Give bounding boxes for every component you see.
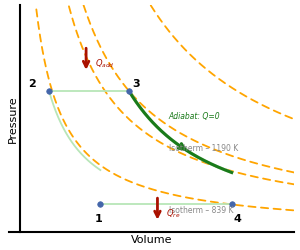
- Text: Isotherm – 839 K: Isotherm – 839 K: [169, 206, 233, 214]
- Text: Isotherm – 1190 K: Isotherm – 1190 K: [169, 143, 238, 152]
- Text: 2: 2: [28, 79, 36, 89]
- X-axis label: Volume: Volume: [131, 234, 172, 244]
- Text: Adiabat: Q=0: Adiabat: Q=0: [169, 112, 220, 121]
- Text: $Q_{re}$: $Q_{re}$: [166, 206, 180, 219]
- Text: $Q_{add}$: $Q_{add}$: [95, 57, 114, 70]
- Y-axis label: Pressure: Pressure: [8, 95, 18, 142]
- Text: 1: 1: [95, 214, 103, 224]
- Text: 3: 3: [132, 79, 140, 89]
- Text: 4: 4: [233, 214, 241, 224]
